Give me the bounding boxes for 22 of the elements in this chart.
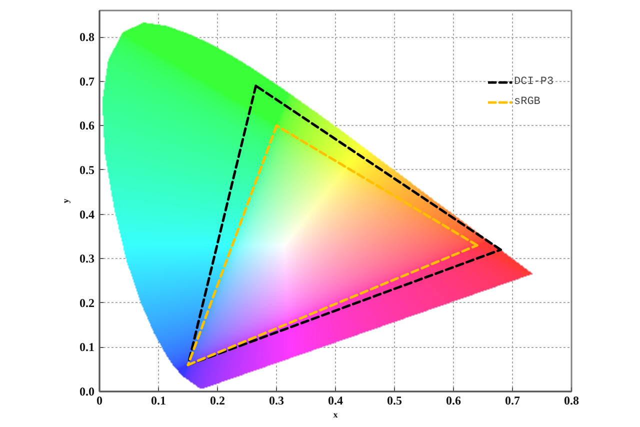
y-tick-label: 0.1 bbox=[80, 340, 94, 354]
y-tick-label: 0.2 bbox=[80, 296, 94, 310]
x-tick-label: 0.1 bbox=[151, 394, 166, 408]
x-tick-label: 0.6 bbox=[446, 394, 461, 408]
x-tick-label: 0.3 bbox=[269, 394, 284, 408]
x-tick-label: 0 bbox=[96, 394, 102, 408]
y-tick-label: 0.8 bbox=[80, 30, 94, 44]
x-tick-label: 0.8 bbox=[564, 394, 579, 408]
y-tick-label: 0.5 bbox=[80, 162, 94, 177]
x-tick-label: 0.5 bbox=[387, 394, 402, 408]
y-tick-label: 0.4 bbox=[80, 207, 94, 222]
x-axis-title: x bbox=[333, 410, 338, 420]
legend-label: DCI-P3 bbox=[514, 75, 554, 90]
y-tick-label: 0.7 bbox=[80, 74, 94, 88]
x-tick-label: 0.7 bbox=[505, 394, 520, 408]
x-tick-label: 0.2 bbox=[210, 394, 225, 408]
y-tick-label: 0.3 bbox=[80, 252, 94, 266]
legend-label: sRGB bbox=[514, 95, 540, 110]
y-tick-label: 0.6 bbox=[80, 118, 94, 133]
y-axis-title: y bbox=[60, 198, 70, 204]
y-tick-label: 0.0 bbox=[80, 384, 94, 398]
x-tick-label: 0.4 bbox=[328, 394, 343, 408]
